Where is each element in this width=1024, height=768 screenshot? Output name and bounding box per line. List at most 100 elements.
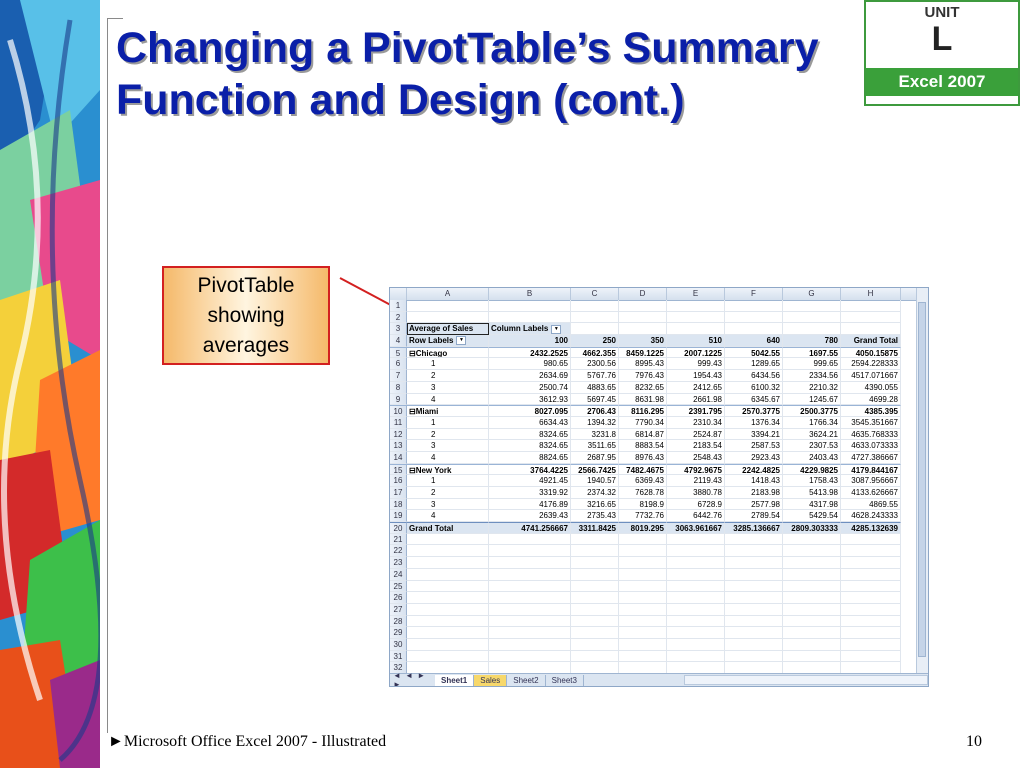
cell[interactable] [407,568,489,581]
cell[interactable] [489,627,571,639]
row-number[interactable]: 29 [390,627,407,639]
cell[interactable]: 2570.3775 [725,405,783,417]
cell[interactable] [841,627,901,639]
row-number[interactable]: 18 [390,498,407,511]
cell[interactable]: 3624.21 [783,428,841,441]
cell[interactable]: 4385.395 [841,405,901,417]
tab-sheet1[interactable]: Sheet1 [435,674,475,686]
cell[interactable] [619,568,667,581]
cell[interactable]: 2548.43 [667,451,725,464]
cell[interactable]: 2577.98 [725,498,783,511]
cell[interactable]: 2391.795 [667,405,725,417]
row-number[interactable]: 20 [390,522,407,534]
cell[interactable] [407,533,489,546]
cell[interactable] [783,557,841,569]
cell[interactable]: 2310.34 [667,416,725,429]
column-header-h[interactable]: H [841,288,901,300]
row-number[interactable]: 4 [390,335,407,347]
cell[interactable]: 7732.76 [619,510,667,523]
cell[interactable]: 1245.67 [783,393,841,406]
row-number[interactable]: 11 [390,416,407,429]
cell[interactable] [619,615,667,628]
column-header-b[interactable]: B [489,288,571,300]
row-number[interactable]: 23 [390,557,407,569]
cell[interactable] [841,545,901,558]
vertical-scrollbar[interactable] [916,288,928,676]
cell[interactable]: 4921.45 [489,475,571,487]
cell[interactable]: 2334.56 [783,370,841,382]
cell[interactable]: 2183.98 [725,487,783,499]
cell[interactable] [571,300,619,312]
row-number[interactable]: 19 [390,510,407,523]
cell[interactable] [841,615,901,628]
cell[interactable]: 4635.768333 [841,428,901,441]
column-header-f[interactable]: F [725,288,783,300]
cell[interactable]: 2634.69 [489,370,571,382]
horizontal-scrollbar[interactable] [683,675,928,685]
cell[interactable]: 2661.98 [667,393,725,406]
cell[interactable]: 350 [619,335,667,347]
cell[interactable]: 3216.65 [571,498,619,511]
cell[interactable] [407,603,489,616]
cell[interactable]: 6442.76 [667,510,725,523]
cell[interactable]: 2594.228333 [841,358,901,371]
cell[interactable]: 8995.43 [619,358,667,371]
cell[interactable]: ⊟Chicago [407,346,489,359]
row-number[interactable]: 25 [390,580,407,593]
cell[interactable] [489,580,571,593]
cell[interactable]: 1394.32 [571,416,619,429]
cell[interactable]: 8324.65 [489,440,571,452]
cell[interactable] [725,650,783,663]
cell[interactable] [619,557,667,569]
cell[interactable] [489,557,571,569]
tab-sheet3[interactable]: Sheet3 [546,674,584,686]
cell[interactable] [489,592,571,604]
cell[interactable] [667,627,725,639]
cell[interactable]: 2403.43 [783,451,841,464]
cell[interactable]: 5042.55 [725,346,783,359]
cell[interactable]: 6434.56 [725,370,783,382]
cell[interactable]: 4633.073333 [841,440,901,452]
row-number[interactable]: 17 [390,487,407,499]
column-header-a[interactable]: A [407,288,489,300]
cell[interactable] [783,638,841,651]
cell[interactable] [667,568,725,581]
cell[interactable]: 6345.67 [725,393,783,406]
cell[interactable] [571,650,619,663]
cell[interactable] [841,533,901,546]
cell[interactable] [725,592,783,604]
cell[interactable] [841,638,901,651]
cell[interactable] [489,638,571,651]
cell[interactable]: 4285.132639 [841,522,901,534]
cell[interactable] [489,300,571,312]
cell[interactable]: 2500.3775 [783,405,841,417]
cell[interactable] [619,603,667,616]
cell[interactable]: 3319.92 [489,487,571,499]
cell[interactable]: 3394.21 [725,428,783,441]
cell[interactable] [667,557,725,569]
cell[interactable]: 2789.54 [725,510,783,523]
cell[interactable]: 8631.98 [619,393,667,406]
cell[interactable] [407,650,489,663]
cell[interactable]: 4317.98 [783,498,841,511]
cell[interactable] [619,592,667,604]
cell[interactable] [783,545,841,558]
scroll-thumb[interactable] [918,302,926,657]
cell[interactable]: 4517.071667 [841,370,901,382]
cell[interactable] [783,603,841,616]
cell[interactable] [407,311,489,324]
cell[interactable]: 4133.626667 [841,487,901,499]
cell[interactable]: 2809.303333 [783,522,841,534]
cell[interactable] [725,300,783,312]
cell[interactable] [783,300,841,312]
row-number[interactable]: 14 [390,451,407,464]
cell[interactable] [783,627,841,639]
cell[interactable]: 6369.43 [619,475,667,487]
row-number[interactable]: 31 [390,650,407,663]
row-number[interactable]: 1 [390,300,407,312]
cell[interactable] [667,638,725,651]
cell[interactable]: 4741.256667 [489,522,571,534]
cell[interactable]: 2242.4825 [725,463,783,476]
cell[interactable]: 999.43 [667,358,725,371]
cell[interactable]: 4179.844167 [841,463,901,476]
